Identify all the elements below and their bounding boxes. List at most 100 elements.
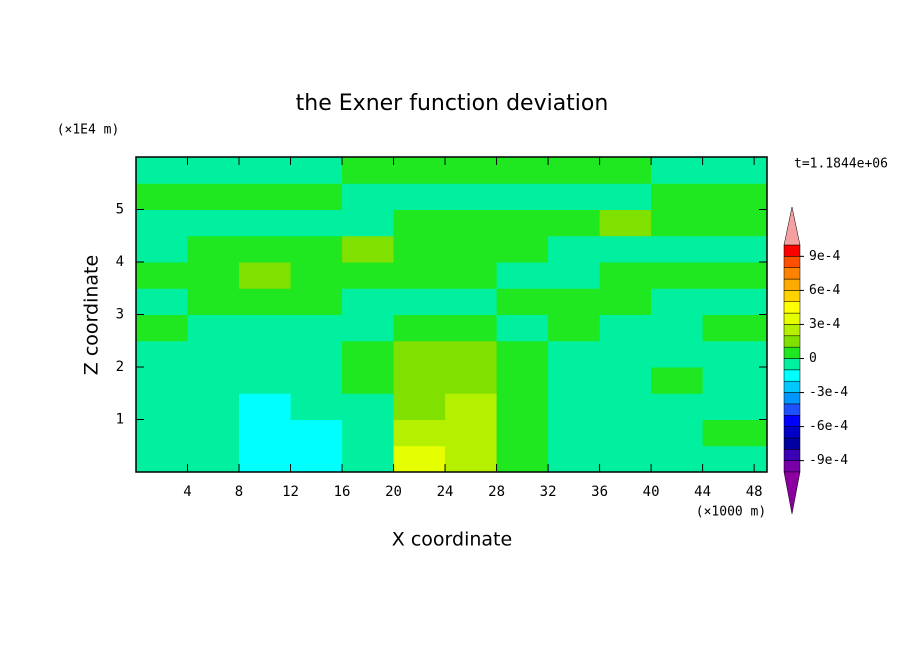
contour-cell [290,445,343,473]
contour-cell [393,183,446,210]
contour-cell [187,288,240,315]
contour-cell [239,340,292,368]
contour-cell [599,235,652,263]
y-tick-label: 4 [116,254,124,270]
colorbar-band [783,437,801,450]
colorbar-band [783,267,801,280]
contour-cell [496,314,549,342]
contour-cell [548,183,601,210]
contour-cell [599,209,652,237]
x-tick-label: 12 [282,484,299,500]
x-tick-label: 16 [334,484,351,500]
colorbar-band [783,278,801,291]
contour-cell [342,393,395,420]
x-unit: (×1000 m) [696,505,766,520]
contour-cell [496,367,549,394]
contour-cell [651,262,704,289]
contour-cell [548,157,601,184]
contour-cell [239,445,292,473]
contour-cell [496,183,549,210]
contour-cell [239,157,292,184]
contour-cell [239,393,292,420]
contour-cell [702,445,768,473]
contour-cell [187,445,240,473]
colorbar-tick-label: 9e-4 [809,249,840,264]
chart-title: the Exner function deviation [296,91,609,116]
colorbar-band [783,256,801,268]
contour-cell [187,157,240,184]
colorbar-band [783,324,801,337]
x-tick-label: 36 [591,484,608,500]
colorbar-tick-label: -6e-4 [809,419,848,434]
contour-cell [548,209,601,237]
y-unit: (×1E4 m) [57,123,120,138]
colorbar-band [783,392,801,405]
colorbar-band [783,244,801,257]
contour-cell [496,340,549,368]
contour-cell [651,419,704,447]
contour-cell [445,235,498,263]
contour-cell [342,288,395,315]
contour-cell [187,314,240,342]
contour-cell [496,288,549,315]
x-tick-label: 32 [540,484,557,500]
contour-cell [599,262,652,289]
contour-cell [651,288,704,315]
contour-cell [599,157,652,184]
contour-cell [445,183,498,210]
contour-cell [136,288,189,315]
contour-cell [136,235,189,263]
contour-cell [136,419,189,447]
colorbar-band [783,312,801,325]
contour-cell [136,262,189,289]
contour-cell [290,314,343,342]
contour-cell [239,314,292,342]
colorbar-band [783,335,801,348]
x-tick-label: 44 [694,484,711,500]
y-tick-label: 1 [116,412,124,428]
x-axis-title: X coordinate [392,529,512,551]
colorbar-band [783,415,801,427]
contour-cell [187,183,240,210]
contour-cell [599,183,652,210]
contour-cell [290,288,343,315]
contour-cell [290,393,343,420]
contour-cell [393,288,446,315]
y-axis-title: Z coordinate [81,255,103,375]
contour-cell [445,340,498,368]
contour-cell [445,262,498,289]
contour-cell [548,262,601,289]
contour-cell [702,183,768,210]
contour-cell [393,367,446,394]
contour-cell [548,367,601,394]
contour-cell [187,262,240,289]
contour-cell [702,288,768,315]
contour-cell [548,314,601,342]
contour-cell [342,445,395,473]
contour-cell [496,209,549,237]
contour-cell [445,367,498,394]
contour-cell [393,340,446,368]
contour-cell [599,445,652,473]
contour-cell [290,183,343,210]
contour-cell [239,262,292,289]
contour-cell [393,262,446,289]
x-tick-label: 24 [437,484,454,500]
contour-cell [290,262,343,289]
contour-cell [651,445,704,473]
contour-cell [548,393,601,420]
colorbar-band [783,369,801,382]
contour-cell [342,314,395,342]
contour-cell [187,209,240,237]
colorbar-over [783,206,801,246]
contour-cell [599,288,652,315]
contour-cell [702,209,768,237]
colorbar-tick-label: 6e-4 [809,283,840,298]
contour-cell [136,445,189,473]
contour-cell [651,157,704,184]
x-tick-label: 40 [643,484,660,500]
contour-cell [290,340,343,368]
contour-cell [342,183,395,210]
contour-cell [239,235,292,263]
contour-cell [548,445,601,473]
